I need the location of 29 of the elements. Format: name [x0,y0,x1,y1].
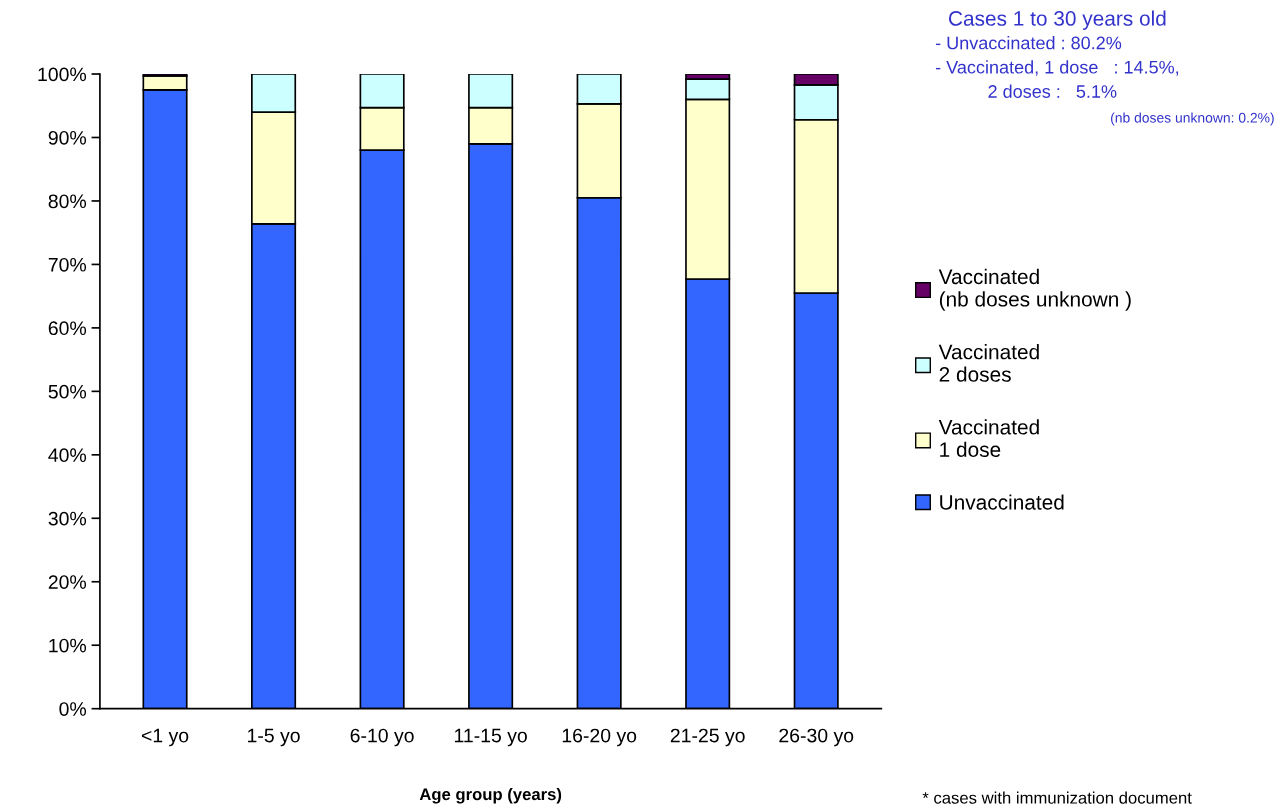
legend-label: Unvaccinated [940,494,1064,510]
text: - Vaccinated, 1 dose : 14.5%, [935,60,1179,76]
y-tick-label: 70% [48,257,87,272]
y-tick-label: 20% [48,575,87,589]
y-tick-label: 10% [49,638,87,653]
text: 2 doses : 5.1% [988,84,1117,98]
x-axis-title: Age group (years) [419,787,562,804]
y-tick-label: 0% [59,702,87,716]
text: Cases 1 to 30 years old [949,10,1166,30]
text: (nb doses unknown: 0.2%) [1111,112,1274,126]
y-tick-label: 80% [48,194,87,209]
text: - Unvaccinated : 80.2% [935,36,1122,50]
y-tick-label: 40% [48,448,87,463]
y-tick-label: 90% [48,130,87,145]
legend-label: Vaccinated (nb doses unknown ) [938,268,1131,311]
x-tick-label: 21-25 yo [670,728,745,747]
legend-label: Vaccinated 1 dose [938,419,1039,457]
y-tick-label: 50% [48,384,87,399]
x-tick-label: 11-15 yo [454,728,527,747]
x-tick-label: 1-5 yo [248,728,300,747]
x-tick-label: <1 yo [141,728,189,747]
x-tick-label: 26-30 yo [779,728,854,747]
y-tick-label: 60% [48,321,87,336]
y-tick-label: 30% [48,511,87,526]
y-tick-label: 100% [38,67,87,82]
legend-label: Vaccinated 2 doses [938,344,1039,382]
x-tick-label: 6-10 yo [350,728,414,747]
x-tick-label: 16-20 yo [562,728,637,747]
text: * cases with immunization document [922,791,1192,804]
